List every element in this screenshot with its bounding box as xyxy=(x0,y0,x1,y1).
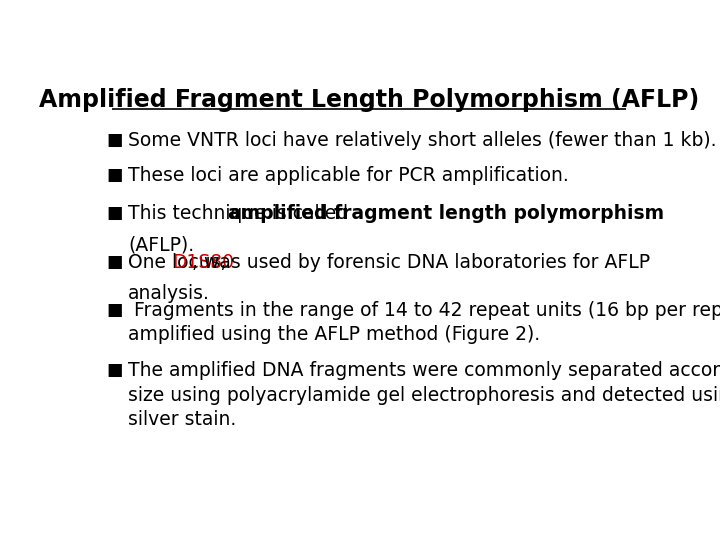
Text: amplified fragment length polymorphism: amplified fragment length polymorphism xyxy=(228,204,665,222)
Text: D1S80: D1S80 xyxy=(172,253,234,272)
Text: ■: ■ xyxy=(107,301,123,319)
Text: (AFLP).: (AFLP). xyxy=(128,235,194,254)
Text: Fragments in the range of 14 to 42 repeat units (16 bp per repeat) were
amplifie: Fragments in the range of 14 to 42 repea… xyxy=(128,301,720,344)
Text: The amplified DNA fragments were commonly separated according to
size using poly: The amplified DNA fragments were commonl… xyxy=(128,361,720,429)
Text: ■: ■ xyxy=(107,166,123,184)
Text: ■: ■ xyxy=(107,253,123,271)
Text: One locus,: One locus, xyxy=(128,253,233,272)
Text: , was used by forensic DNA laboratories for AFLP: , was used by forensic DNA laboratories … xyxy=(192,253,650,272)
Text: analysis.: analysis. xyxy=(128,285,210,303)
Text: Some VNTR loci have relatively short alleles (fewer than 1 kb).: Some VNTR loci have relatively short all… xyxy=(128,131,716,150)
Text: This technique is called: This technique is called xyxy=(128,204,354,222)
Text: Amplified Fragment Length Polymorphism (AFLP): Amplified Fragment Length Polymorphism (… xyxy=(39,87,699,112)
Text: ■: ■ xyxy=(107,361,123,379)
Text: ■: ■ xyxy=(107,131,123,150)
Text: ■: ■ xyxy=(107,204,123,222)
Text: These loci are applicable for PCR amplification.: These loci are applicable for PCR amplif… xyxy=(128,166,569,185)
